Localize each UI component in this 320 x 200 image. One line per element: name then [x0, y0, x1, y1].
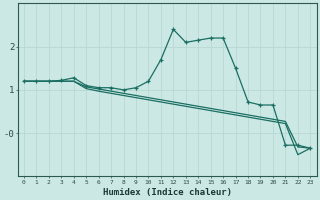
- X-axis label: Humidex (Indice chaleur): Humidex (Indice chaleur): [103, 188, 232, 197]
